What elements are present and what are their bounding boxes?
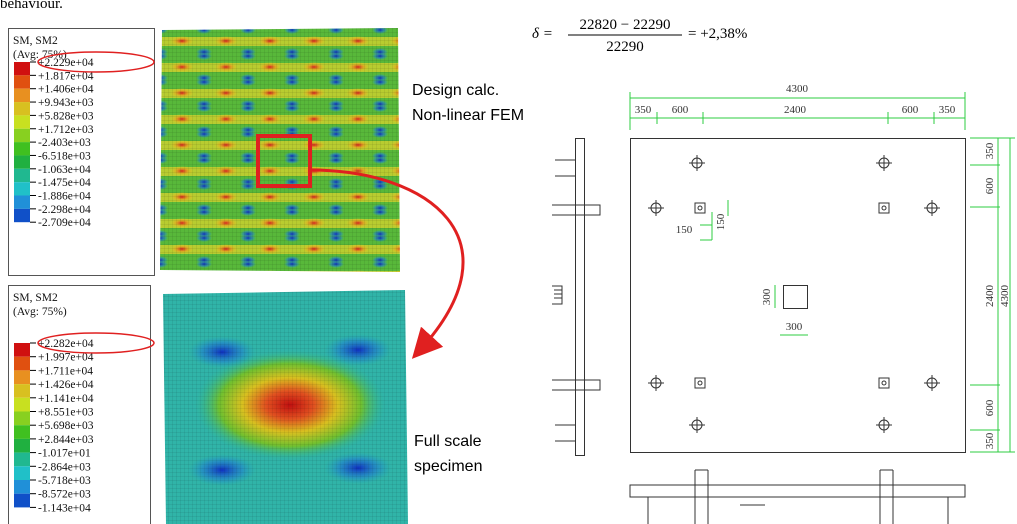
fem-specimen: [163, 290, 408, 524]
legend-value: -1.063e+04: [38, 164, 91, 176]
legend-value: +5.698e+03: [38, 420, 94, 432]
legend-swatch: [14, 102, 30, 115]
legend-value: -1.475e+04: [38, 177, 91, 189]
bolt-cross: [924, 200, 940, 216]
legend-value: -6.518e+03: [38, 150, 91, 162]
legend-swatch: [14, 142, 30, 155]
legend-swatch: [14, 182, 30, 195]
anchor-hole: [882, 381, 886, 385]
dimension-label: 600: [672, 104, 689, 116]
figure: behaviour. SM, SM2(Avg: 75%)+2.229e+04+1…: [0, 0, 1017, 524]
legend-title: SM, SM2: [13, 35, 58, 47]
dimension-label: 150: [676, 224, 693, 236]
legend-swatch: [14, 384, 30, 398]
legend-swatch: [14, 75, 30, 88]
bolt-cross: [689, 155, 705, 171]
legend-swatch: [14, 370, 30, 384]
legend-swatch: [14, 155, 30, 168]
dimensions: 4300 350 600 2400 600 350 350 600 2400 600 350 4300…: [635, 83, 1011, 449]
legend-swatch: [14, 62, 30, 75]
legend-value: +2.844e+03: [38, 434, 94, 446]
dimension-label: 2400: [984, 285, 996, 308]
legend-swatch: [14, 357, 30, 371]
legend-value: -2.709e+04: [38, 217, 91, 229]
legend-value: +9.943e+03: [38, 97, 94, 109]
legend-value: -1.143e+04: [38, 502, 91, 514]
formula-denominator: 22290: [606, 39, 644, 55]
anchor-hole: [882, 206, 886, 210]
legend-swatch: [14, 115, 30, 128]
formula-result: = +2,38%: [688, 26, 747, 42]
dimension-label: 2400: [784, 104, 807, 116]
legend-value: -2.298e+04: [38, 204, 91, 216]
anchor: [695, 203, 705, 213]
anchor: [879, 378, 889, 388]
anchor: [879, 203, 889, 213]
legend-value: -8.572e+03: [38, 489, 91, 501]
legend-swatch: [14, 453, 30, 467]
legend-swatch: [14, 480, 30, 494]
bolt-cross: [689, 417, 705, 433]
page: {"header": {"text": "behaviour."}, "form…: [0, 0, 1017, 524]
legend-value: -1.017e+01: [38, 448, 91, 460]
bolt-cross: [876, 155, 892, 171]
legend-swatch: [14, 209, 30, 222]
dimension-label: 150: [715, 213, 727, 230]
legend-value: +1.141e+04: [38, 393, 94, 405]
caption: Non-linear FEM: [412, 107, 524, 124]
dimension-label: 350: [635, 104, 652, 116]
legend-swatch: [14, 412, 30, 426]
legend-value: +5.828e+03: [38, 110, 94, 122]
legend-value: -2.864e+03: [38, 461, 91, 473]
caption: Full scale: [414, 433, 482, 450]
dimension-label: 300: [761, 288, 773, 305]
fem-mesh: [160, 28, 400, 272]
legend-value: +1.711e+04: [38, 365, 93, 377]
legend-swatch: [14, 439, 30, 453]
legend-swatch: [14, 425, 30, 439]
formula-lhs: δ =: [532, 26, 553, 42]
dimension-label: 600: [984, 177, 996, 194]
legend-swatch: [14, 196, 30, 209]
dimension-label: 4300: [999, 285, 1011, 308]
anchor-hole: [698, 206, 702, 210]
legend-title: SM, SM2: [13, 292, 58, 304]
legend-value: +1.426e+04: [38, 379, 94, 391]
formula: δ = 22820 − 22290 22290 = +2,38%: [532, 17, 747, 55]
anchor-hole: [698, 381, 702, 385]
formula-numerator: 22820 − 22290: [580, 17, 671, 33]
bolt-cross: [924, 375, 940, 391]
drawing: [552, 92, 1015, 524]
dimension-label: 300: [786, 321, 803, 333]
caption: specimen: [414, 458, 482, 475]
legend-value: -2.403e+03: [38, 137, 91, 149]
bolt-cross: [648, 375, 664, 391]
dimension-label: 4300: [786, 83, 809, 95]
legend-swatch: [14, 129, 30, 142]
legend-swatch: [14, 89, 30, 102]
legend-value: +1.406e+04: [38, 84, 94, 96]
anchor: [695, 378, 705, 388]
caption: Design calc.: [412, 82, 499, 99]
legend-subtitle: (Avg: 75%): [13, 306, 67, 318]
bolt-cross: [648, 200, 664, 216]
dimension-label: 350: [984, 142, 996, 159]
legend-swatch: [14, 466, 30, 480]
legend-value: +1.712e+03: [38, 124, 94, 136]
dimension-label: 600: [984, 399, 996, 416]
legend-value: -1.886e+04: [38, 191, 91, 203]
legend-value: -5.718e+03: [38, 475, 91, 487]
header-text: behaviour.: [0, 0, 63, 12]
legend-swatch: [14, 494, 30, 508]
dimension-label: 600: [902, 104, 919, 116]
bolt-cross: [876, 417, 892, 433]
legend-swatch: [14, 343, 30, 357]
dimension-label: 350: [939, 104, 956, 116]
legend-swatch: [14, 398, 30, 412]
legend-swatch: [14, 169, 30, 182]
legend-value: +8.551e+03: [38, 407, 94, 419]
dimension-label: 350: [984, 432, 996, 449]
